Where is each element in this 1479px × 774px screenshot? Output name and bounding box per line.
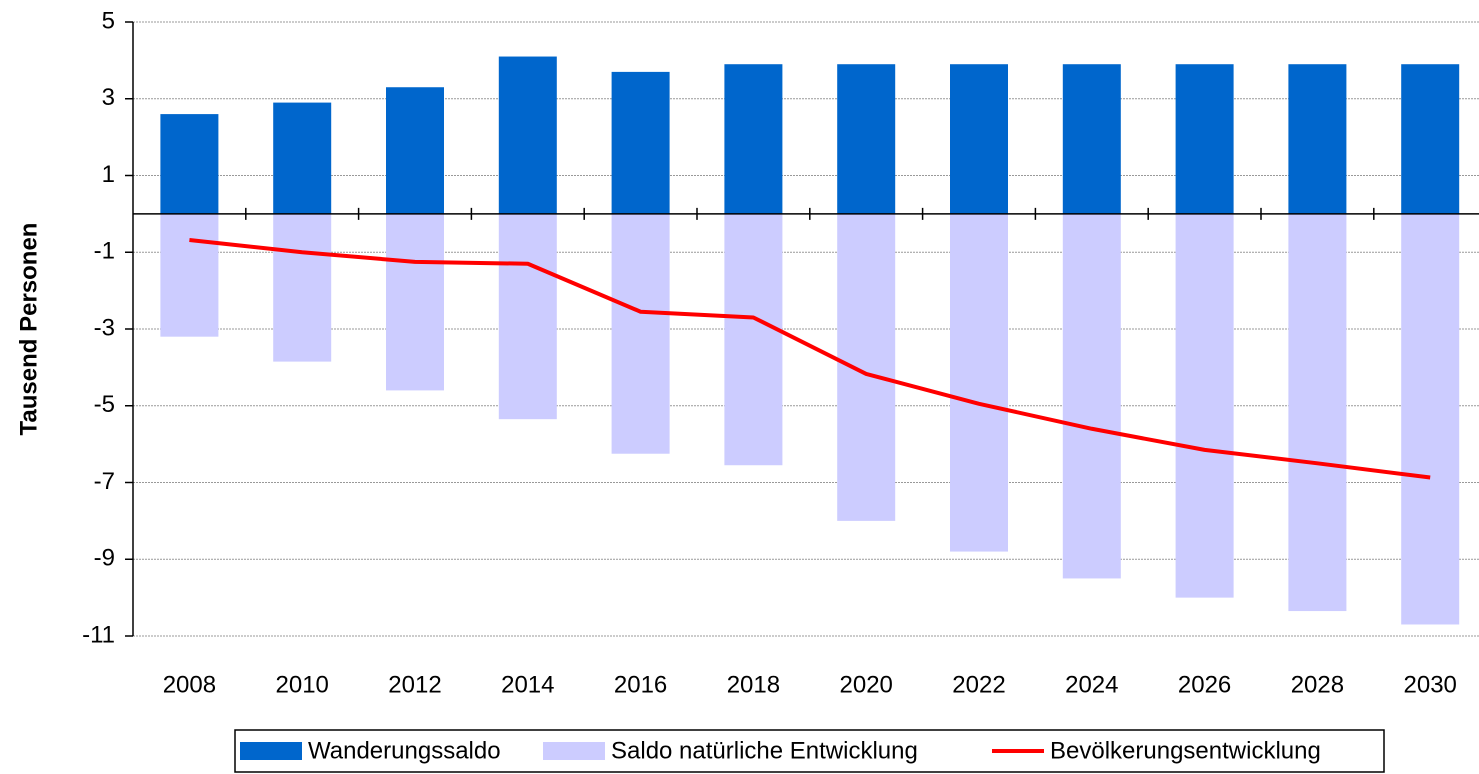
x-tick-label: 2014 [501,671,554,698]
bar [1175,64,1234,214]
legend-label: Wanderungssaldo [308,737,501,764]
y-tick-label: -5 [94,391,115,418]
bar [950,213,1008,552]
x-tick-label: 2010 [276,671,329,698]
x-tick-label: 2008 [163,671,216,698]
bar [1401,64,1460,214]
bar [724,64,783,214]
x-tick-label: 2030 [1404,671,1457,698]
x-tick-label: 2016 [614,671,667,698]
x-tick-label: 2018 [727,671,780,698]
legend-box [234,729,1385,773]
bar [611,213,670,454]
legend-label: Bevölkerungsentwicklung [1050,737,1321,764]
bar [386,87,444,214]
bar [498,213,557,420]
bar [724,213,783,466]
bar [160,213,219,337]
legend-label: Saldo natürliche Entwicklung [611,737,918,764]
bar [950,64,1008,214]
y-tick-label: -9 [94,545,115,572]
legend-swatch [543,742,605,760]
x-tick-label: 2026 [1178,671,1231,698]
bar [273,102,332,214]
y-tick-label: -3 [94,314,115,341]
bar [1062,64,1121,214]
x-tick-label: 2028 [1291,671,1344,698]
line [189,237,1431,480]
bar [1288,213,1347,612]
bar [837,64,896,214]
y-tick-label: 3 [102,84,115,111]
legend-swatch [240,742,302,760]
bar [273,213,332,362]
y-tick-label: 5 [102,7,115,34]
bar [386,213,444,391]
bar [837,213,896,521]
bar [1062,213,1121,579]
bar [1175,213,1234,598]
x-tick-label: 2020 [840,671,893,698]
x-tick-label: 2024 [1065,671,1118,698]
y-tick-label: 1 [102,161,115,188]
y-tick-label: -1 [94,238,115,265]
bar [1288,64,1347,214]
x-tick-label: 2012 [388,671,441,698]
bar [1401,213,1460,625]
y-axis-title: Tausend Personen [15,223,42,436]
bar [611,71,670,214]
bar [160,114,219,214]
y-tick-label: -7 [94,468,115,495]
x-tick-label: 2022 [952,671,1005,698]
y-tick-label: -11 [82,621,115,648]
bar [498,56,557,214]
